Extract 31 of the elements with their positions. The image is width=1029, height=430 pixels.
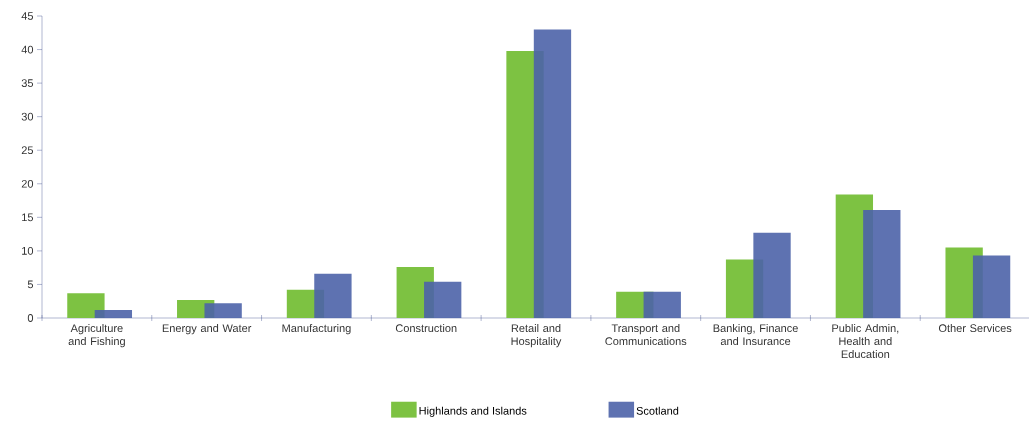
bar (533, 29, 572, 318)
x-tick-label: Retail and Hospitality (511, 324, 562, 348)
bar (204, 303, 242, 318)
y-tick-label: 15 (22, 213, 34, 222)
y-tick-label: 30 (21, 112, 34, 121)
x-tick-label: Public Admin, Health and Education (832, 324, 899, 359)
x-tick-label: Banking, Finance and Insurance (713, 324, 798, 346)
x-tick-label: Agriculture and Fishing (68, 324, 125, 348)
bar (94, 309, 133, 318)
y-tick-label: 25 (21, 146, 34, 155)
bar (753, 232, 791, 318)
x-tick-label: Other Services (938, 324, 1012, 333)
bar (314, 273, 352, 318)
bar (863, 209, 901, 318)
x-tick-label: Transport and Communications (605, 324, 687, 346)
y-tick-label: 35 (21, 79, 34, 88)
y-tick-label: 5 (27, 280, 34, 289)
legend-label: Highlands and Islands (419, 406, 527, 417)
bar (972, 255, 1011, 318)
y-tick-label: 0 (27, 314, 34, 322)
y-tick-label: 10 (22, 246, 34, 255)
x-tick-label: Energy and Water (162, 324, 252, 335)
legend-label: Scotland (636, 406, 679, 415)
y-tick-label: 20 (21, 179, 34, 188)
bar (643, 291, 681, 318)
y-tick-label: 40 (21, 45, 34, 54)
x-tick-label: Construction (395, 324, 457, 333)
x-tick-label: Manufacturing (282, 324, 351, 335)
y-tick-label: 45 (21, 12, 34, 20)
bar (67, 293, 105, 318)
bar (424, 281, 462, 318)
